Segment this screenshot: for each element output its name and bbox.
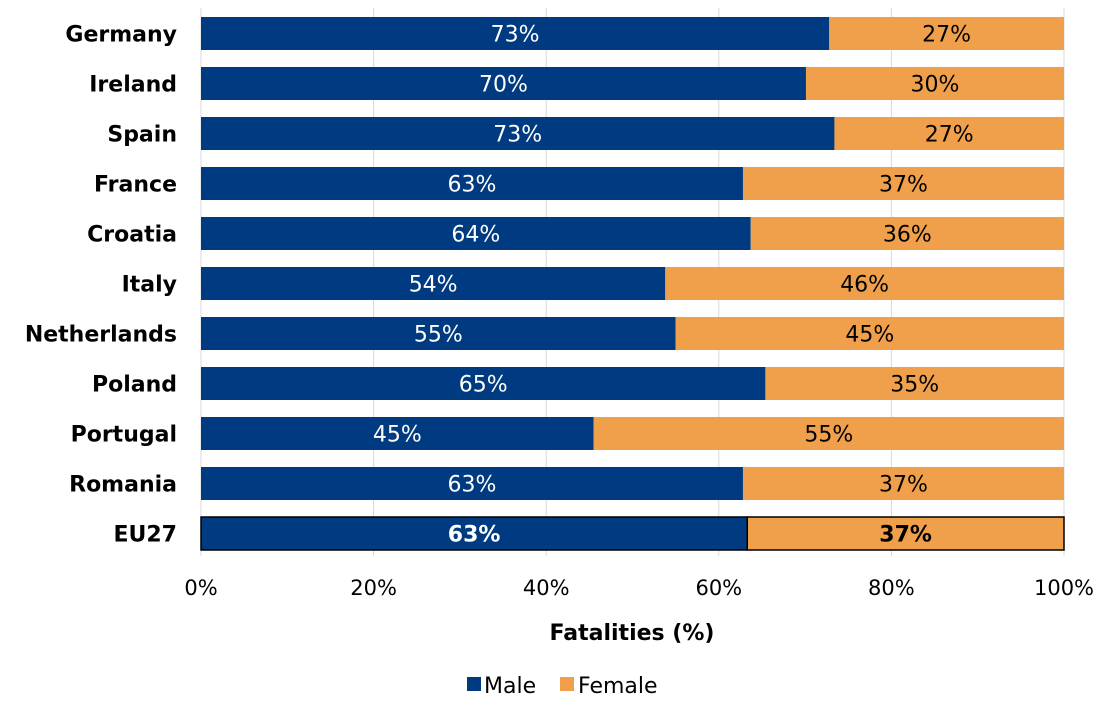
bar-male [200, 516, 749, 551]
data-label-male: 63% [448, 523, 501, 548]
bar-male [201, 467, 743, 500]
category-label: Netherlands [25, 323, 177, 348]
category-label: Portugal [71, 423, 177, 448]
data-label-female: 27% [925, 123, 974, 148]
bar-male [201, 17, 830, 50]
bar-female [765, 367, 1064, 400]
bar-male [201, 167, 743, 200]
x-tick-label: 100% [1034, 576, 1094, 600]
x-tick-label: 0% [184, 576, 217, 600]
category-label: Italy [122, 273, 177, 298]
data-label-female: 46% [840, 273, 889, 298]
legend-swatch-male [467, 677, 481, 691]
bar-female [750, 217, 1064, 250]
data-label-female: 37% [879, 173, 928, 198]
bar-male [201, 67, 806, 100]
x-tick-label: 80% [868, 576, 915, 600]
bar-male [201, 217, 751, 250]
bar-female [829, 17, 1064, 50]
category-label: France [94, 173, 177, 198]
x-tick-label: 40% [523, 576, 570, 600]
data-label-male: 45% [373, 423, 422, 448]
bar-female [593, 417, 1064, 450]
data-label-female: 37% [879, 473, 928, 498]
x-tick-labels: 0% 20% 40% 60% 80% 100% [184, 576, 1094, 600]
bar-male [201, 317, 676, 350]
category-label: Romania [69, 473, 177, 498]
category-label: EU27 [113, 523, 177, 548]
category-labels: Germany Ireland Spain France Croatia Italy Net… [25, 23, 177, 548]
data-label-female: 27% [922, 23, 971, 48]
x-axis-title: Fatalities (%) [550, 621, 715, 646]
bar-male [201, 117, 835, 150]
data-label-female: 35% [890, 373, 939, 398]
bar-male [201, 417, 594, 450]
bar-male [201, 267, 666, 300]
bars: 73% 27% 70% 30% 73% 27% 63% 37% 64% 36% 54% 46% 55% 4… [200, 17, 1065, 551]
bar-female [665, 267, 1064, 300]
legend: Male Female [467, 674, 658, 699]
data-label-female: 55% [804, 423, 853, 448]
data-label-male: 54% [409, 273, 458, 298]
bar-female [805, 67, 1064, 100]
data-label-male: 73% [493, 123, 542, 148]
bar-female [742, 467, 1064, 500]
data-label-male: 70% [479, 73, 528, 98]
category-label: Poland [92, 373, 177, 398]
data-label-male: 63% [448, 173, 497, 198]
data-label-female: 36% [883, 223, 932, 248]
legend-label-male: Male [484, 674, 536, 699]
category-label: Croatia [87, 223, 177, 248]
category-label: Spain [107, 123, 177, 148]
legend-label-female: Female [578, 674, 658, 699]
data-label-male: 55% [414, 323, 463, 348]
data-label-female: 37% [879, 523, 932, 548]
legend-swatch-female [560, 677, 574, 691]
bar-female [746, 516, 1065, 551]
x-tick-label: 60% [695, 576, 742, 600]
data-label-male: 63% [448, 473, 497, 498]
data-label-female: 45% [845, 323, 894, 348]
category-label: Germany [65, 23, 177, 48]
category-label: Ireland [89, 73, 177, 98]
data-label-male: 65% [459, 373, 508, 398]
data-label-male: 73% [491, 23, 540, 48]
bar-female [675, 317, 1064, 350]
bar-female [834, 117, 1064, 150]
bar-male [201, 367, 766, 400]
data-label-male: 64% [451, 223, 500, 248]
data-label-female: 30% [911, 73, 960, 98]
x-tick-label: 20% [350, 576, 397, 600]
bar-female [742, 167, 1064, 200]
